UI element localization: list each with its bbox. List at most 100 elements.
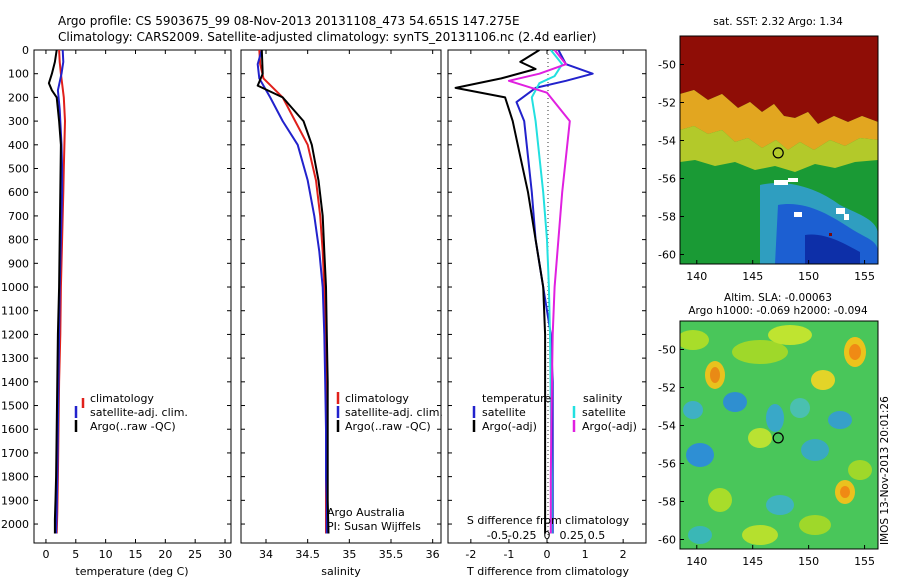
sla-anomaly-low [766,404,784,432]
series-temperature-satellite [515,50,594,534]
x-tick-label: 20 [158,548,172,561]
sst-heatmap [680,36,878,264]
map-x-tick-label: 155 [854,270,875,283]
sst-missing-data [836,208,845,214]
argo-location-marker-sla [772,432,784,444]
s-difference-axis-label: S difference from climatology [467,514,630,527]
map-y-tick-label: -58 [658,496,676,509]
map-x-tick-label: 140 [686,555,707,568]
sst-missing-data [844,214,849,220]
x-tick-label: 30 [218,548,232,561]
x-tick-label: 0 [42,548,49,561]
y-tick-label: 900 [8,257,29,270]
sst-missing-data [794,212,802,217]
sla-anomaly-high [748,428,772,448]
map-y-tick-label: -58 [658,211,676,224]
legend-heading-salinity: salinity [583,392,623,405]
sla-map-panel: Altim. SLA: -0.00063 Argo h1000: -0.069 … [658,292,891,568]
map-y-tick-label: -56 [658,173,676,186]
sla-map-subtitle: Argo h1000: -0.069 h2000: -0.094 [688,305,868,317]
x-tick-label: 35.5 [379,548,404,561]
legend-label-temp-argo: Argo(-adj) [482,420,537,433]
sla-anomaly-high [732,340,788,364]
map-x-tick-label: 150 [798,555,819,568]
s-tick-label: 0.5 [588,529,606,542]
x-tick-label: 25 [188,548,202,561]
data-source-label: Argo Australia [327,506,405,519]
y-tick-label: 700 [8,210,29,223]
legend-label-satellite-adj: satellite-adj. clim. [90,406,188,419]
map-x-tick-label: 145 [742,555,763,568]
x-tick-label: 1 [582,548,589,561]
map-x-tick-label: 155 [854,555,875,568]
sst-map-frame [679,35,879,265]
y-tick-label: 1800 [1,471,29,484]
sla-anomaly-low [790,398,810,418]
y-tick-label: 200 [8,91,29,104]
sla-anomaly-high [680,330,709,350]
sla-map-title: Altim. SLA: -0.00063 [724,292,832,304]
y-tick-label: 500 [8,163,29,176]
legend-label-climatology: climatology [345,392,409,405]
temperature-axes-frame [33,49,232,544]
map-y-tick-label: -54 [658,420,676,433]
x-tick-label: 34 [259,548,273,561]
y-tick-label: 600 [8,186,29,199]
map-y-tick-label: -60 [658,249,676,262]
legend-label-sal-argo: Argo(-adj) [582,420,637,433]
sla-anomaly-peak [710,367,720,383]
salinity-legend: climatology satellite-adj. clim. Argo(..… [336,392,443,433]
salinity-axes-frame [240,49,442,544]
y-tick-label: 1200 [1,328,29,341]
series-satellite-adj-clim [256,50,328,534]
s-tick-label: 0.25 [560,529,585,542]
map-x-tick-label: 150 [798,270,819,283]
legend-label-argo: Argo(..raw -QC) [90,420,176,433]
y-tick-label: 1600 [1,423,29,436]
sst-front-yellow [680,126,878,172]
x-tick-label: 36 [426,548,440,561]
map-y-tick-label: -52 [658,97,676,110]
sla-anomaly-high [768,325,812,345]
y-tick-label: 1400 [1,376,29,389]
map-y-tick-label: -50 [658,59,676,72]
difference-panel: -2 -1 0 1 2 -0.5 -0.25 0 0.25 0.5 temperature sal… [447,49,647,578]
sla-anomaly-low [683,401,703,419]
y-tick-label: 400 [8,139,29,152]
y-tick-label: 300 [8,115,29,128]
map-y-tick-label: -56 [658,458,676,471]
sst-missing-data [774,180,788,185]
sla-anomaly-high [848,460,872,480]
s-tick-label: -0.25 [508,529,536,542]
sst-missing-data [788,178,798,182]
map-y-tick-label: -50 [658,344,676,357]
y-tick-label: 1900 [1,494,29,507]
principal-investigator-label: PI: Susan Wijffels [327,520,421,533]
map-x-tick-label: 145 [742,270,763,283]
sla-anomaly-low [686,443,714,467]
sst-map-title: sat. SST: 2.32 Argo: 1.34 [713,16,843,28]
temperature-panel: 0100200300400500600700800900100011001200… [1,44,232,578]
y-tick-label: 1000 [1,281,29,294]
x-tick-label: -1 [503,548,514,561]
x-tick-label: 5 [72,548,79,561]
x-tick-label: 15 [128,548,142,561]
legend-label-satellite-adj: satellite-adj. clim. [345,406,443,419]
legend-label-temp-satellite: satellite [482,406,526,419]
y-tick-label: 100 [8,68,29,81]
map-y-tick-label: -54 [658,135,676,148]
t-difference-axis-label: T difference from climatology [466,565,629,578]
figure-title-line2: Climatology: CARS2009. Satellite-adjuste… [58,30,596,44]
x-tick-label: -2 [465,548,476,561]
y-tick-label: 1100 [1,305,29,318]
sla-anomaly-peak [840,486,850,498]
difference-axes-frame [447,49,647,544]
x-tick-label: 10 [99,548,113,561]
temperature-x-label: temperature (deg C) [75,565,188,578]
sla-anomaly-high [811,370,835,390]
x-tick-label: 2 [620,548,627,561]
legend-label-climatology: climatology [90,392,154,405]
sst-map-panel: sat. SST: 2.32 Argo: 1.34 140 145 150 155 -5… [658,16,879,283]
y-tick-label: 0 [22,44,29,57]
sla-anomaly-low [723,392,747,412]
